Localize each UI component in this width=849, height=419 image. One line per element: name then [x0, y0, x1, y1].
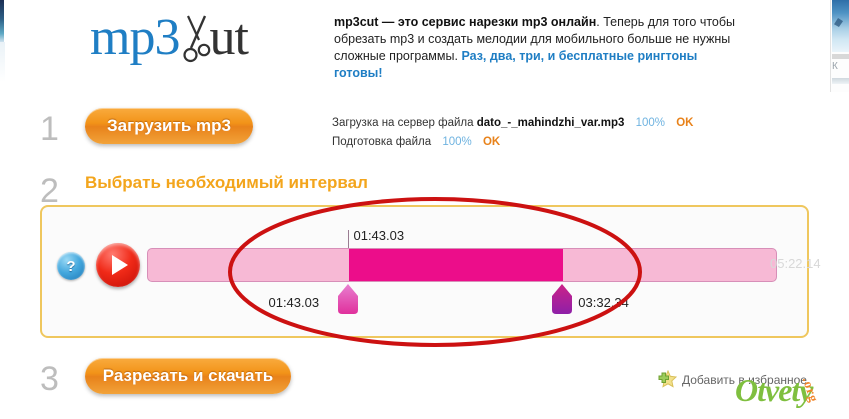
step-number-1: 1: [40, 110, 59, 148]
star-plus-icon: [658, 370, 677, 388]
thumbnail-image: [832, 0, 849, 52]
step-number-3: 3: [40, 360, 59, 398]
prepare-status-prefix: Подготовка файла: [332, 136, 432, 148]
left-edge-artifact-lower: [0, 42, 5, 82]
divider: [832, 54, 849, 59]
intro-body: . Теперь для того чтобы обрезать mp3 и с…: [334, 15, 736, 63]
upload-mp3-button[interactable]: Загрузить mp3: [85, 108, 253, 144]
total-duration-label: 05:22.14: [770, 256, 821, 271]
interval-section-title: Выбрать необходимый интервал: [85, 173, 368, 192]
left-edge-artifact: [0, 0, 4, 42]
selection-end-handle[interactable]: [551, 284, 573, 314]
playhead-marker: [348, 230, 350, 248]
upload-ok-badge: OK: [676, 117, 694, 129]
divider-lower: [832, 78, 849, 84]
help-icon[interactable]: ?: [57, 252, 85, 280]
logo-text: mp3 ut: [90, 8, 249, 68]
step-number-2: 2: [40, 172, 59, 210]
add-to-favorites[interactable]: Добавить в избранное: [655, 370, 807, 390]
site-logo[interactable]: mp3 ut: [90, 8, 280, 70]
watermark-text: Otvety: [735, 372, 813, 408]
truncated-text: К: [832, 61, 838, 72]
upload-status-prefix: Загрузка на сервер файла: [332, 117, 474, 129]
selection-end-time-label: 03:32.34: [578, 295, 629, 310]
upload-status-line-1: Загрузка на сервер файла dato_-_mahindzh…: [332, 117, 693, 129]
right-edge-panel: К: [830, 0, 849, 92]
add-to-favorites-label: Добавить в избранное: [682, 373, 807, 387]
intro-highlight: Раз, два, три, и бесплатные рингтоны гот…: [334, 49, 698, 80]
uploaded-filename: dato_-_mahindzhi_var.mp3: [476, 117, 625, 129]
timeline-track[interactable]: [147, 248, 777, 282]
play-icon[interactable]: [96, 243, 140, 287]
scissors-icon: [183, 15, 211, 63]
cut-and-download-button[interactable]: Разрезать и скачать: [85, 358, 291, 394]
intro-paragraph: mp3cut — это сервис нарезки mp3 онлайн. …: [334, 14, 744, 82]
prepare-ok-badge: OK: [482, 136, 501, 148]
intro-lead: mp3cut — это сервис нарезки mp3 онлайн: [334, 15, 597, 29]
logo-text-ut: ut: [209, 9, 248, 66]
timeline-selection[interactable]: [349, 249, 564, 281]
selection-start-handle[interactable]: [337, 284, 359, 314]
upload-percent: 100%: [635, 117, 665, 129]
upload-status-line-2: Подготовка файла 100% OK: [332, 136, 500, 148]
logo-text-mp3: mp3: [90, 9, 180, 66]
selection-start-time-label: 01:43.03: [268, 295, 320, 310]
playhead-time-label: 01:43.03: [353, 228, 405, 243]
prepare-percent: 100%: [442, 136, 472, 148]
